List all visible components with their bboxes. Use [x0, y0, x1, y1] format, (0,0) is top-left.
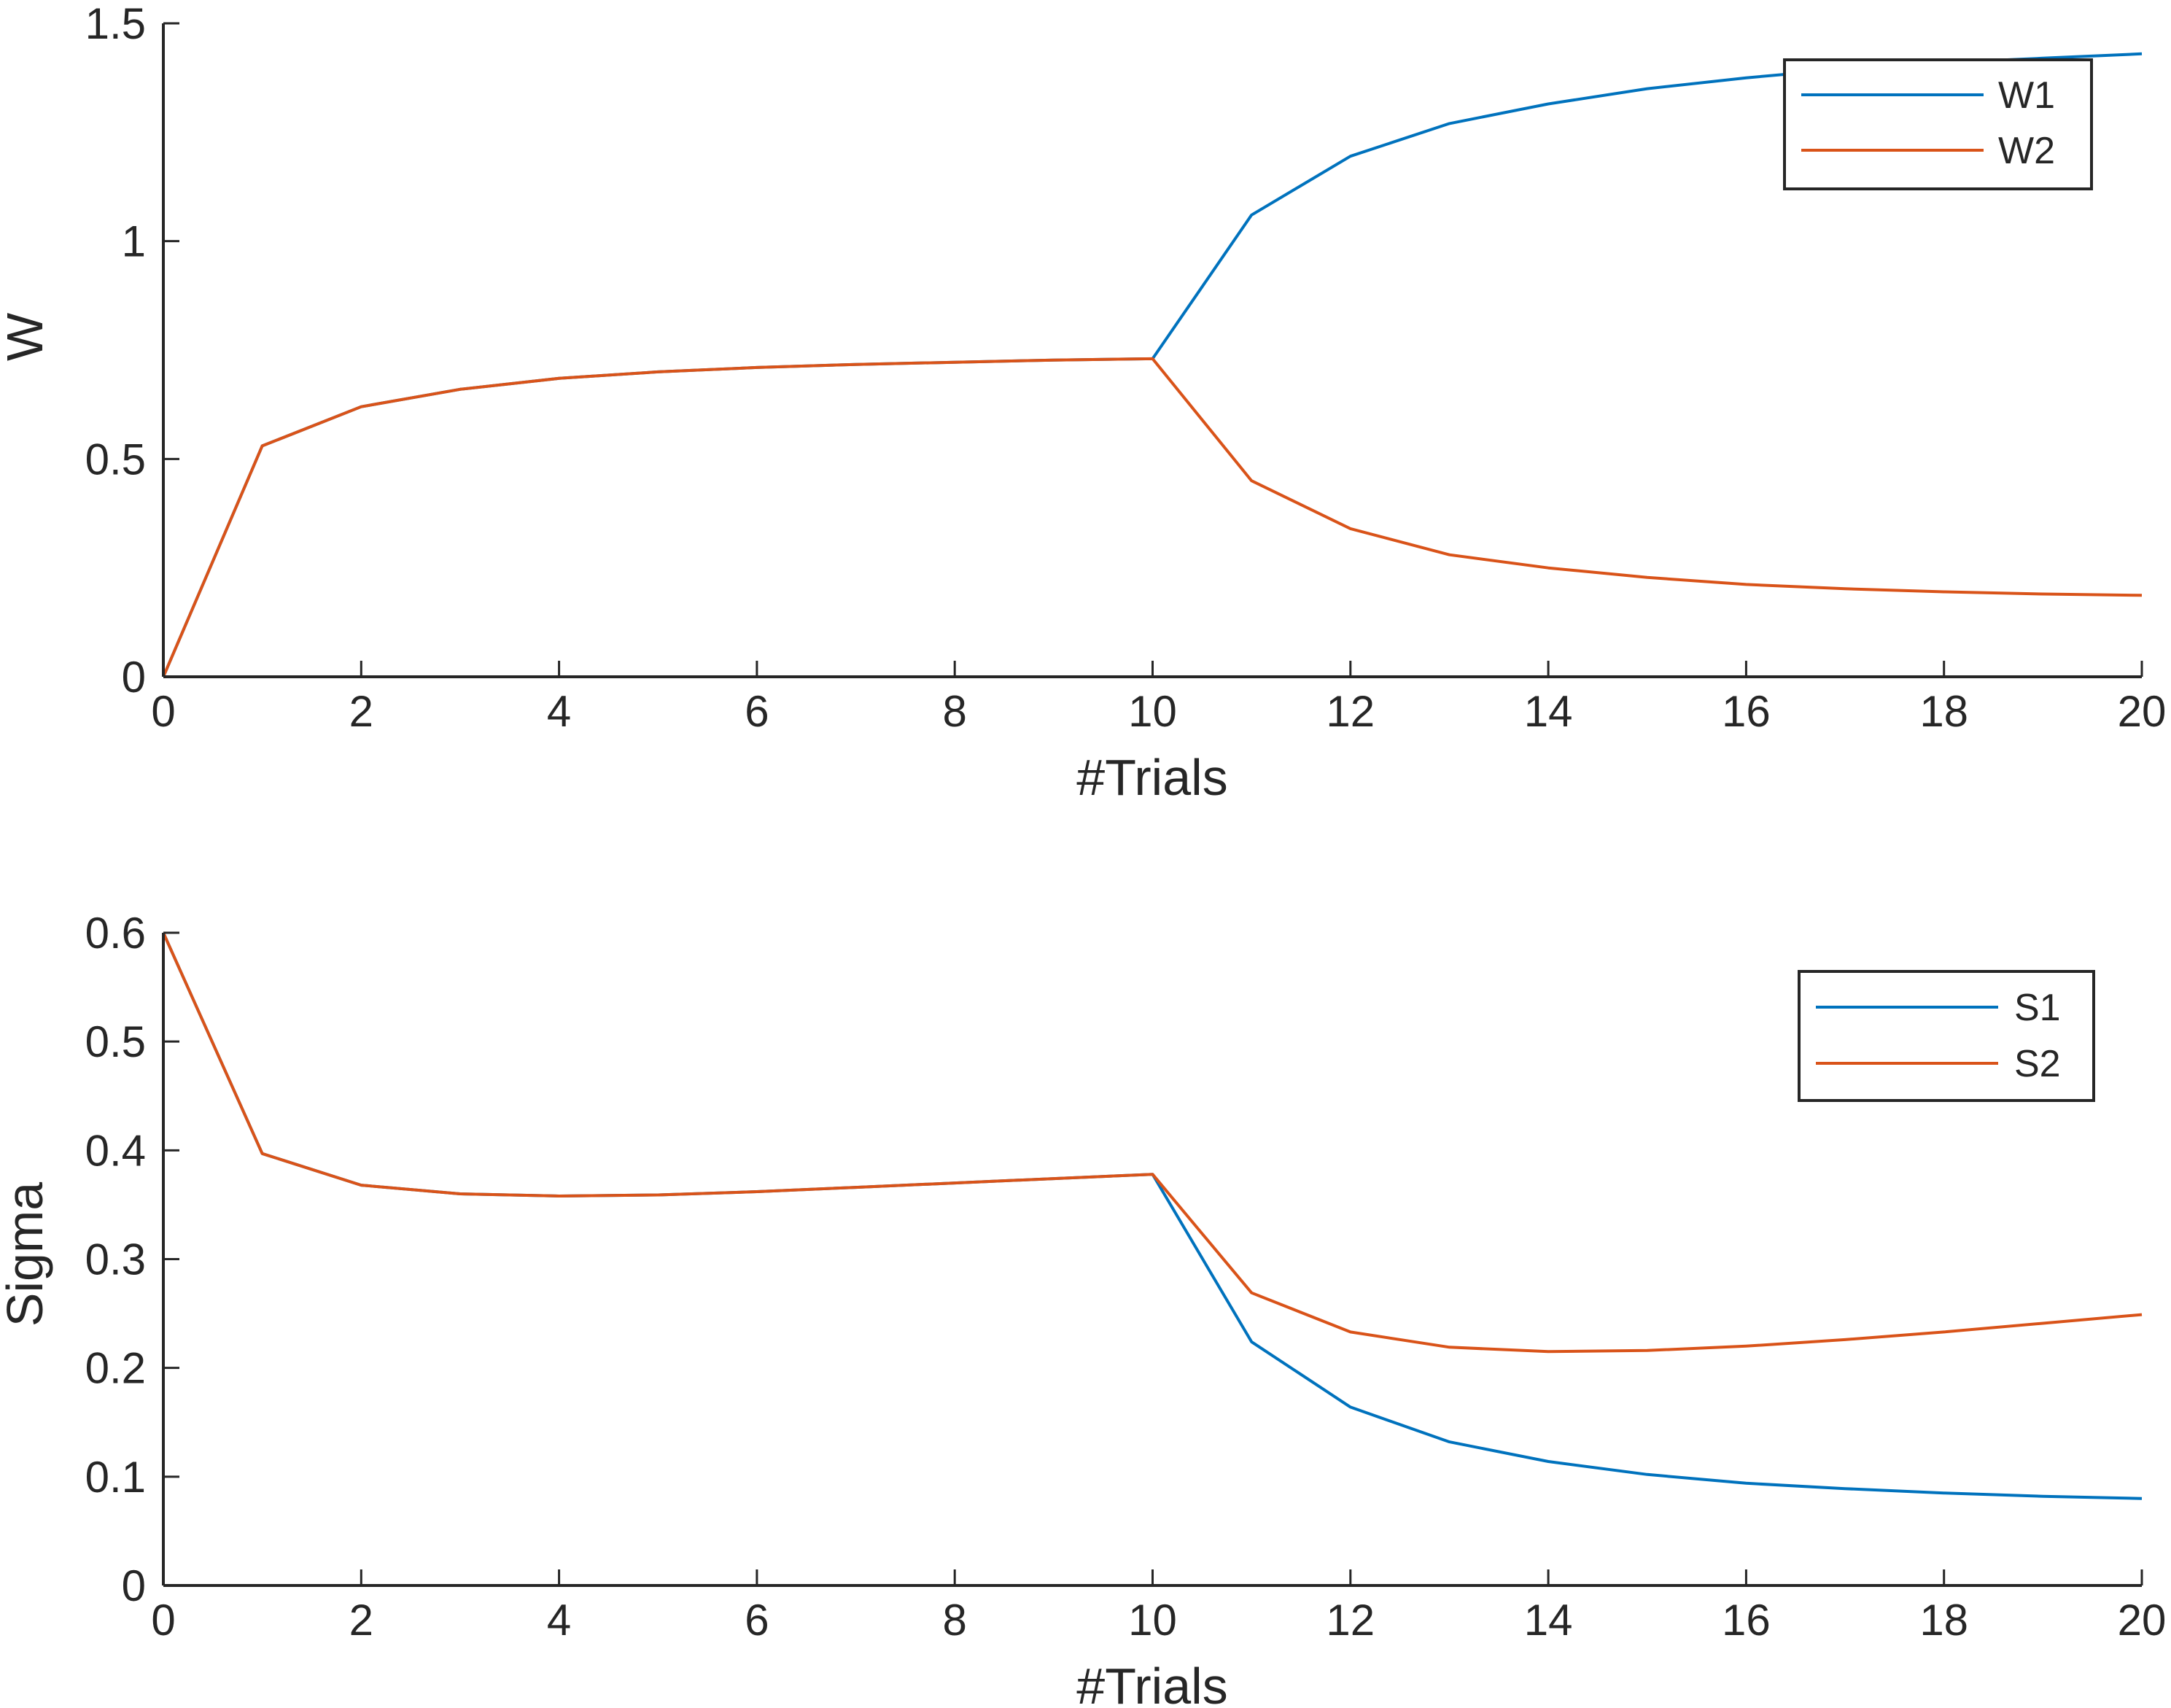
weights-legend-box — [1783, 58, 2093, 190]
sigma-x-axis-label: #Trials — [1076, 1658, 1227, 1708]
weights-y-tick-label: 0 — [122, 653, 146, 702]
series-line-w2 — [162, 357, 2143, 678]
legend-label-s1: S1 — [2014, 987, 2061, 1029]
sigma-y-tick-label: 0.3 — [85, 1235, 146, 1284]
sigma-x-tick-label: 8 — [943, 1596, 967, 1645]
sigma-x-tick-label: 4 — [547, 1596, 571, 1645]
weights-x-axis-label: #Trials — [1076, 749, 1227, 806]
sigma-x-tick-label: 12 — [1326, 1596, 1375, 1645]
sigma-x-tick-label: 14 — [1524, 1596, 1573, 1645]
sigma-y-tick-label: 0 — [122, 1561, 146, 1610]
sigma-series — [162, 932, 2143, 1500]
sigma-x-tick-label: 16 — [1722, 1596, 1771, 1645]
sigma-x-tick-label: 10 — [1128, 1596, 1177, 1645]
sigma-legend-box — [1798, 970, 2095, 1102]
weights-x-tick-label: 10 — [1128, 687, 1177, 736]
sigma-y-tick-label: 0.2 — [85, 1344, 146, 1393]
weights-y-axis-label: W — [0, 313, 53, 361]
sigma-panel: Sigma #Trials 0 2 4 6 8 10 12 14 16 18 20 0 0.1 0.2 0.… — [0, 909, 2166, 1708]
weights-legend: W1 W2 — [1783, 58, 2093, 190]
weights-x-tick-label: 6 — [745, 687, 769, 736]
weights-axes: 0 2 4 6 8 10 12 14 16 18 20 0 0.5 1 1.5 — [85, 0, 2167, 736]
sigma-y-tick-label: 0.5 — [85, 1017, 146, 1066]
sigma-y-tick-label: 0.4 — [85, 1126, 146, 1175]
legend-label-w2: W2 — [1998, 130, 2055, 172]
sigma-x-tick-label: 6 — [745, 1596, 769, 1645]
weights-panel: W #Trials 0 2 4 6 8 10 12 14 16 18 20 0 0.5 1 1.5 W1 W… — [0, 0, 2166, 806]
weights-x-tick-label: 2 — [349, 687, 373, 736]
weights-x-tick-label: 0 — [151, 687, 175, 736]
sigma-legend: S1 S2 — [1798, 970, 2095, 1102]
weights-x-tick-label: 14 — [1524, 687, 1573, 736]
legend-label-w1: W1 — [1998, 74, 2055, 117]
weights-x-tick-label: 20 — [2118, 687, 2167, 736]
weights-x-tick-label: 8 — [943, 687, 967, 736]
sigma-x-tick-label: 20 — [2118, 1596, 2167, 1645]
sigma-x-tick-label: 2 — [349, 1596, 373, 1645]
sigma-y-axis-label: Sigma — [0, 1182, 53, 1327]
sigma-y-tick-label: 0.1 — [85, 1453, 146, 1502]
weights-x-tick-label: 16 — [1722, 687, 1771, 736]
legend-label-s2: S2 — [2014, 1043, 2061, 1085]
weights-x-tick-label: 12 — [1326, 687, 1375, 736]
weights-x-tick-label: 4 — [547, 687, 571, 736]
sigma-x-tick-label: 0 — [151, 1596, 175, 1645]
weights-y-tick-label: 0.5 — [85, 435, 146, 484]
weights-x-tick-label: 18 — [1919, 687, 1968, 736]
weights-y-tick-label: 1.5 — [85, 0, 146, 48]
series-line-s2 — [162, 932, 2143, 1354]
sigma-y-tick-label: 0.6 — [85, 909, 146, 958]
weights-y-tick-label: 1 — [122, 217, 146, 266]
sigma-axes: 0 2 4 6 8 10 12 14 16 18 20 0 0.1 0.2 0.3 0.4 0.5 0.6 — [85, 909, 2167, 1645]
sigma-x-tick-label: 18 — [1919, 1596, 1968, 1645]
